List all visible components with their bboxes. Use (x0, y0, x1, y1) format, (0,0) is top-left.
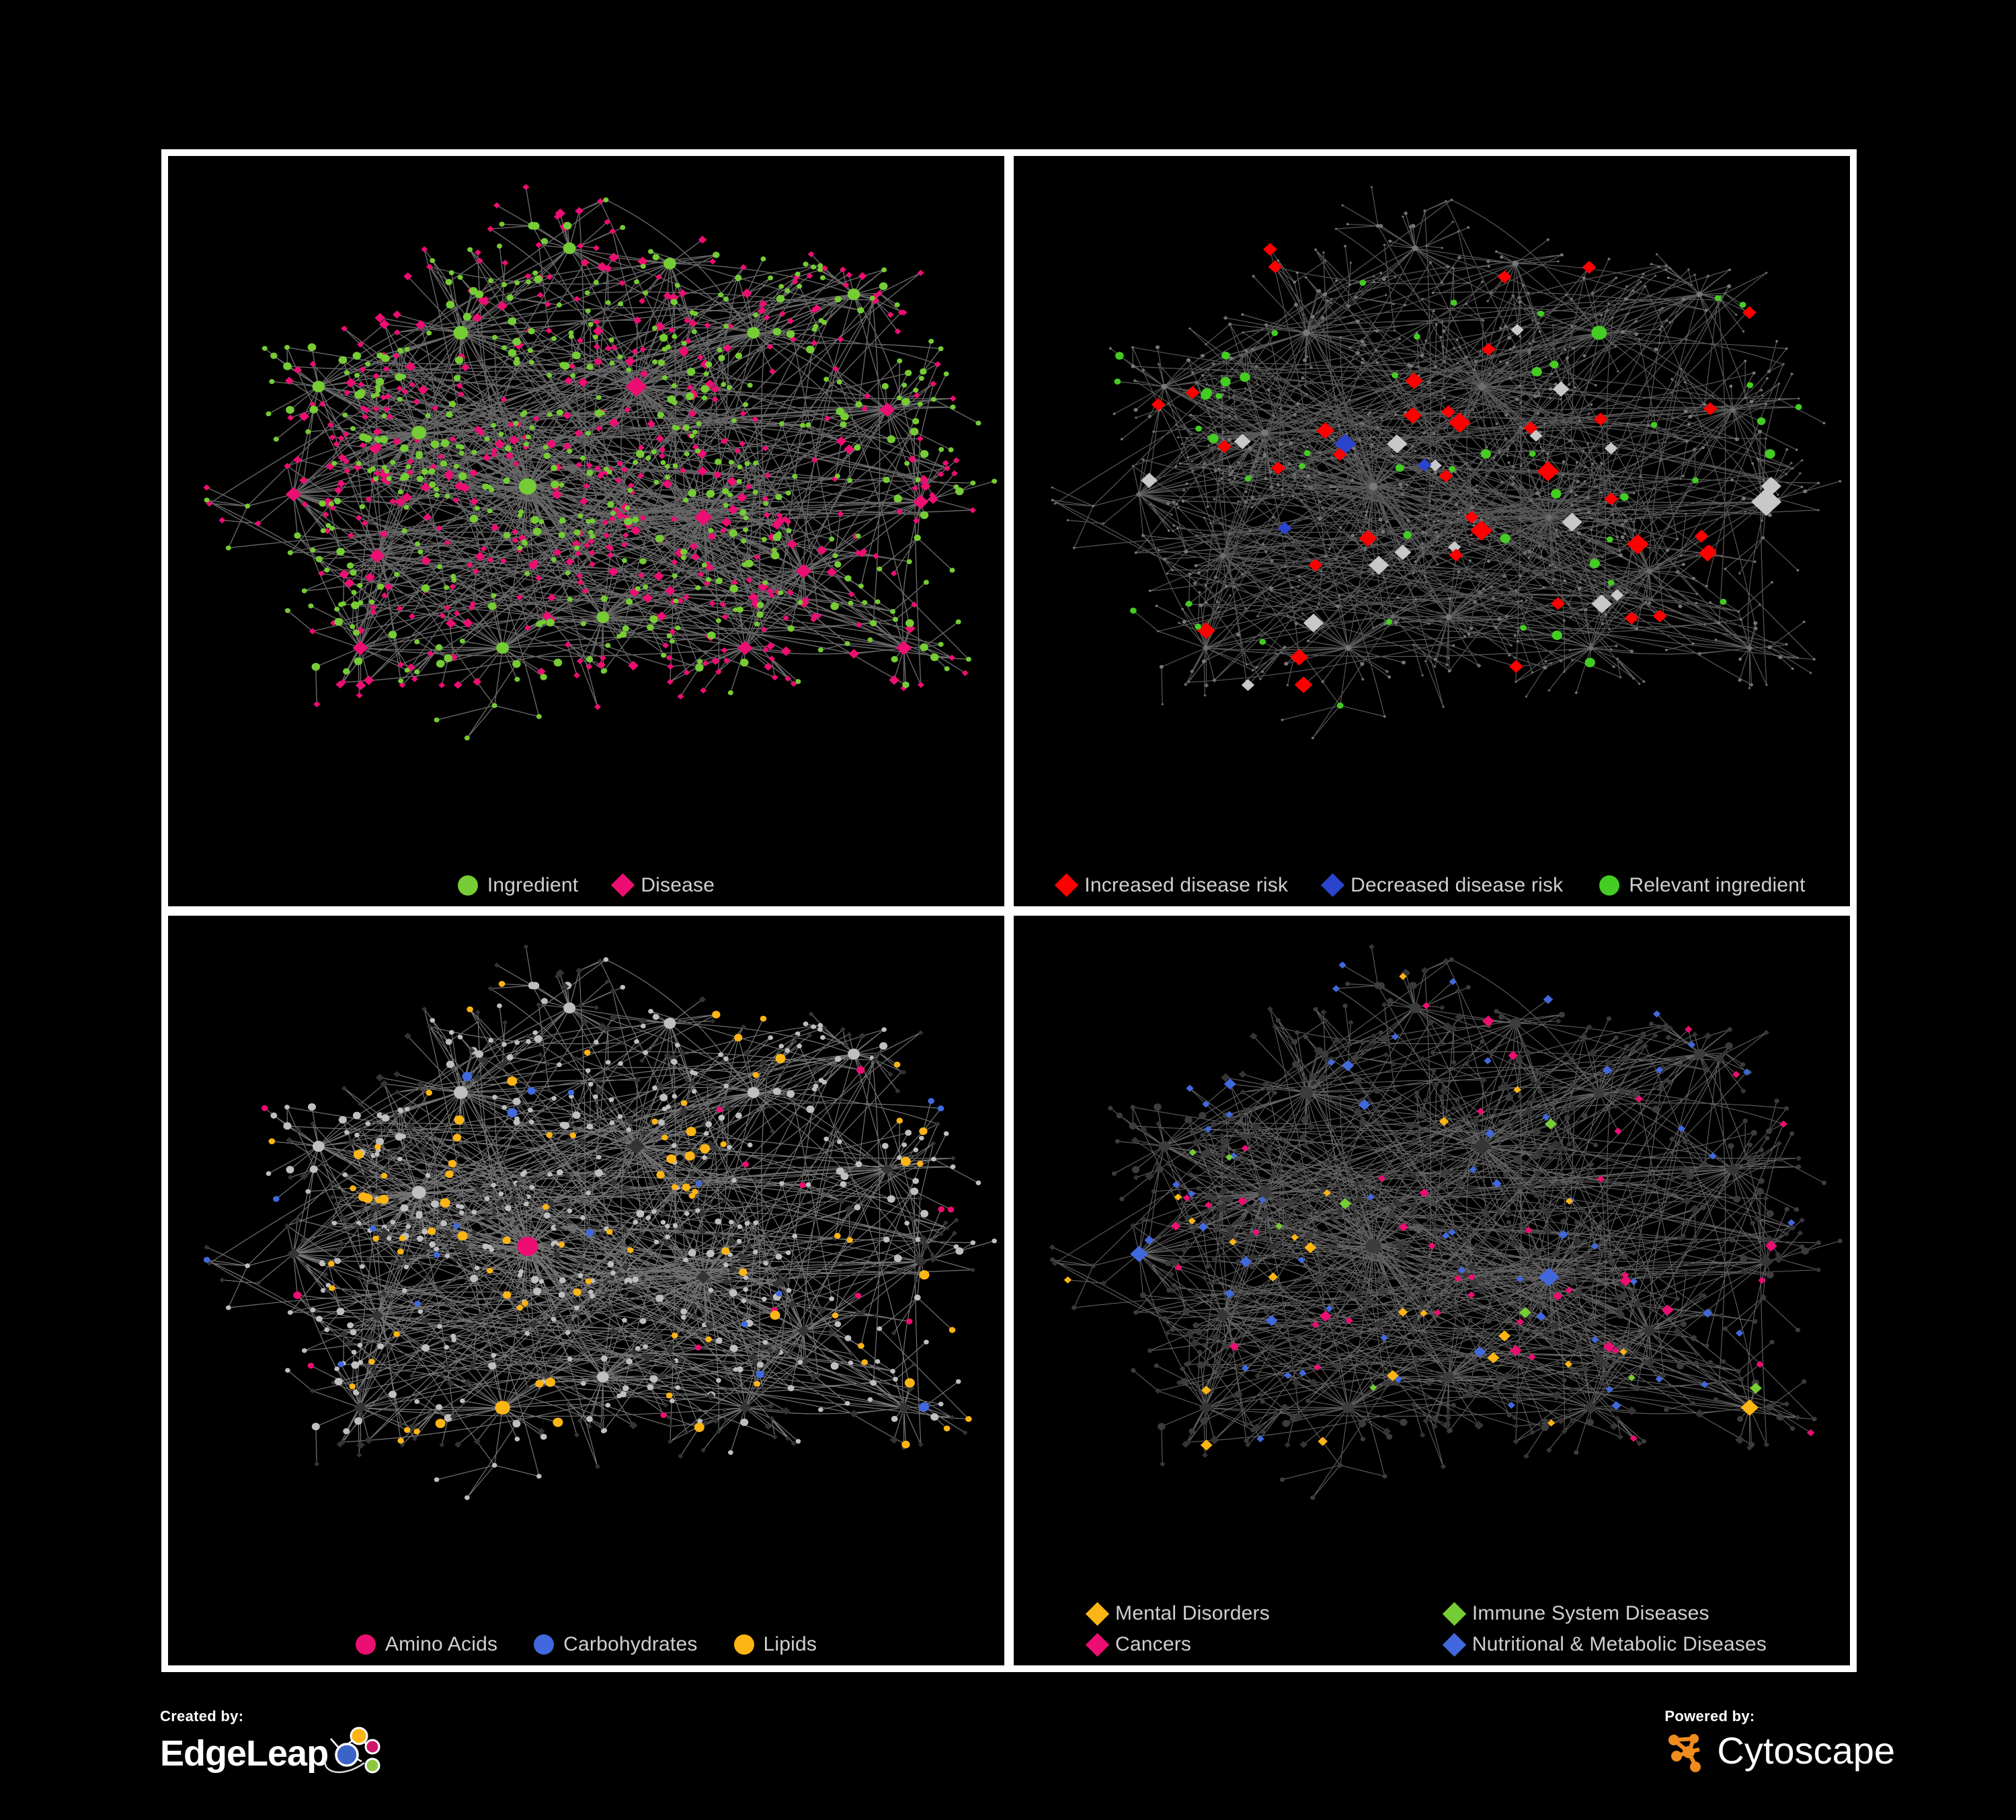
edgeleap-wordmark: EdgeLeap (160, 1733, 329, 1774)
legend-item-cancers: Cancers (1085, 1632, 1446, 1657)
network-canvas-2[interactable] (1014, 156, 1850, 771)
legend-item-immune-system-diseases: Immune System Diseases (1442, 1601, 1803, 1626)
cytoscape-wordmark: Cytoscape (1717, 1729, 1895, 1772)
decreased-risk-marker-icon (1320, 873, 1345, 898)
legend-label: Ingredient (487, 873, 579, 896)
ingredient-marker-icon (457, 875, 478, 896)
legend-label: Lipids (763, 1633, 817, 1655)
powered-by-branding: Powered by: Cytoscape (1664, 1708, 1895, 1775)
legend-4: Mental Disorders Immune System Diseases … (1014, 1601, 1850, 1657)
created-by-branding: Created by: EdgeLeap (160, 1708, 382, 1780)
relevant-ingredient-marker-icon (1599, 875, 1620, 896)
legend-label: Decreased disease risk (1350, 873, 1564, 896)
legend-item-decreased-risk: Decreased disease risk (1320, 873, 1564, 898)
immune-system-diseases-marker-icon (1442, 1601, 1467, 1626)
powered-by-kicker: Powered by: (1664, 1708, 1755, 1725)
edgeleap-logo[interactable]: EdgeLeap (160, 1727, 382, 1780)
legend-3: Amino Acids Carbohydrates Lipids (168, 1633, 1004, 1656)
network-graph-4 (1049, 943, 1843, 1500)
network-nodes-icon (324, 1727, 380, 1774)
panel-disease-risk[interactable]: Increased disease risk Decreased disease… (1014, 156, 1850, 906)
legend-label: Amino Acids (385, 1633, 498, 1655)
legend-item-carbohydrates: Carbohydrates (534, 1633, 697, 1656)
legend-item-mental-disorders: Mental Disorders (1085, 1601, 1446, 1626)
legend-label: Disease (641, 873, 715, 896)
legend-label: Nutritional & Metabolic Diseases (1471, 1633, 1767, 1655)
legend-item-increased-risk: Increased disease risk (1055, 873, 1289, 898)
carbohydrates-marker-icon (534, 1634, 555, 1655)
network-canvas-4[interactable] (1014, 916, 1850, 1531)
amino-acids-marker-icon (355, 1634, 376, 1655)
panel-ingredient-class[interactable]: Amino Acids Carbohydrates Lipids (168, 915, 1004, 1665)
legend-label: Relevant ingredient (1629, 873, 1806, 896)
legend-item-relevant-ingredient: Relevant ingredient (1599, 873, 1806, 897)
network-graph-1 (203, 184, 998, 741)
legend-item-ingredient: Ingredient (457, 873, 579, 897)
increased-risk-marker-icon (1055, 873, 1079, 898)
cytoscape-logo[interactable]: Cytoscape (1664, 1727, 1895, 1775)
lipids-marker-icon (733, 1634, 754, 1655)
panel-grid: Ingredient Disease Increased disease r (161, 149, 1857, 1672)
network-canvas-3[interactable] (168, 916, 1004, 1531)
network-canvas-1[interactable] (168, 156, 1004, 771)
created-by-kicker: Created by: (160, 1708, 244, 1725)
cytoscape-network-icon (1668, 1734, 1701, 1772)
panel-disease-class[interactable]: Mental Disorders Immune System Diseases … (1014, 915, 1850, 1665)
panel-ingredient-disease[interactable]: Ingredient Disease (168, 156, 1004, 906)
legend-item-disease: Disease (611, 873, 715, 898)
legend-label: Cancers (1115, 1633, 1192, 1655)
legend-label: Increased disease risk (1084, 873, 1289, 896)
nutritional-metabolic-diseases-marker-icon (1442, 1632, 1467, 1657)
legend-label: Immune System Diseases (1471, 1602, 1709, 1624)
legend-label: Mental Disorders (1115, 1602, 1270, 1624)
legend-item-lipids: Lipids (733, 1633, 817, 1656)
cancers-marker-icon (1085, 1632, 1110, 1657)
network-graph-2 (1051, 186, 1842, 740)
legend-item-amino-acids: Amino Acids (355, 1633, 498, 1656)
legend-1: Ingredient Disease (168, 873, 1004, 898)
network-graph-3 (203, 944, 998, 1500)
legend-label: Carbohydrates (563, 1633, 698, 1655)
disease-marker-icon (611, 873, 635, 898)
legend-2: Increased disease risk Decreased disease… (1014, 873, 1850, 898)
legend-item-nutritional-metabolic-diseases: Nutritional & Metabolic Diseases (1442, 1632, 1803, 1657)
mental-disorders-marker-icon (1085, 1601, 1110, 1626)
